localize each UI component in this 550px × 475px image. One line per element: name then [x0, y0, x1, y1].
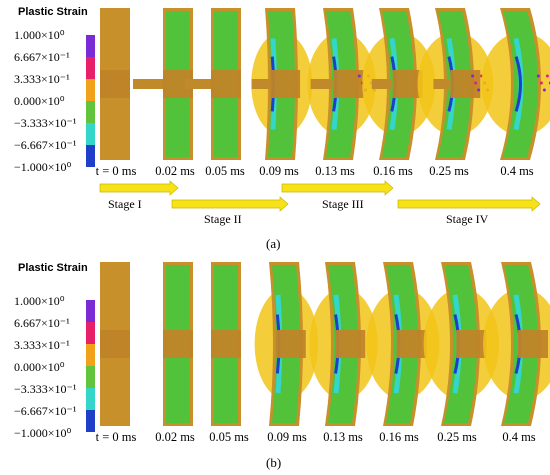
legend-label: −3.333×10⁻¹: [14, 116, 77, 130]
debris-fragment: [545, 74, 549, 78]
debris-fragment: [542, 88, 546, 92]
time-label: 0.16 ms: [373, 164, 413, 178]
panel-a-caption: (a): [266, 236, 281, 251]
legend-swatch-orange: [86, 79, 95, 101]
legend-label: −6.667×10⁻¹: [14, 138, 77, 152]
projectile: [133, 79, 163, 89]
bird-contact-zone: [100, 330, 130, 358]
time-label: 0.13 ms: [323, 430, 363, 444]
projectile: [310, 79, 333, 89]
legend-label: 0.000×10⁰: [14, 360, 65, 374]
time-label: t = 0 ms: [95, 164, 137, 178]
bird-contact-zone: [456, 330, 487, 358]
bird-contact-zone: [333, 70, 364, 98]
bird-contact-zone: [211, 330, 241, 358]
legend-label: 6.667×10⁻¹: [14, 50, 70, 64]
bird-contact-zone: [335, 330, 366, 358]
legend-label: −6.667×10⁻¹: [14, 404, 77, 418]
time-label: 0.05 ms: [209, 430, 249, 444]
projectile: [433, 79, 450, 89]
panel-b-title: Plastic Strain: [18, 262, 88, 274]
legend-label: 6.667×10⁻¹: [14, 316, 70, 330]
debris-fragment: [536, 74, 540, 78]
stage-arrow-2: [171, 196, 289, 212]
time-label: 0.16 ms: [379, 430, 419, 444]
legend-swatch-cyan: [86, 388, 95, 410]
legend-label: 0.000×10⁰: [14, 94, 65, 108]
stage-arrow-3: [281, 180, 394, 196]
bird-contact-zone: [211, 70, 241, 98]
legend-swatch-green: [86, 366, 95, 388]
legend-swatch-blue: [86, 145, 95, 167]
stage-arrow-4: [397, 196, 541, 212]
panel-b-caption: (b): [266, 455, 282, 470]
time-label: 0.25 ms: [437, 430, 477, 444]
debris-fragment: [357, 74, 361, 78]
legend-swatch-purple: [86, 300, 95, 322]
debris-fragment: [477, 88, 481, 92]
legend-swatch-red: [86, 322, 95, 344]
time-label: 0.25 ms: [429, 164, 469, 178]
time-label: 0.09 ms: [259, 164, 299, 178]
stage-label: Stage II: [204, 212, 242, 226]
panel-b-simulation-frames: [100, 262, 550, 426]
bird-contact-zone: [163, 330, 193, 358]
time-label: 0.09 ms: [267, 430, 307, 444]
time-label: t = 0 ms: [95, 430, 137, 444]
bird-contact-zone: [270, 70, 301, 98]
legend-label: −1.000×10⁰: [14, 426, 72, 440]
legend-swatch-green: [86, 101, 95, 123]
stage-label: Stage I: [108, 197, 142, 211]
time-label: 0.05 ms: [205, 164, 245, 178]
stage-label: Stage IV: [446, 212, 489, 226]
legend-swatch-orange: [86, 344, 95, 366]
panel-a-simulation-frames: [100, 8, 550, 160]
bird-contact-zone: [275, 330, 306, 358]
time-label: 0.4 ms: [500, 164, 534, 178]
legend-swatch-blue: [86, 410, 95, 432]
legend-label: −1.000×10⁰: [14, 160, 72, 174]
legend-label: 3.333×10⁻¹: [14, 338, 70, 352]
debris-fragment: [539, 81, 543, 85]
bird-contact-zone: [518, 330, 548, 358]
stage-arrow-1: [99, 180, 179, 196]
blue-band: [514, 56, 522, 112]
bird-contact-zone: [396, 330, 427, 358]
projectile: [371, 79, 392, 89]
legend-label: 3.333×10⁻¹: [14, 72, 70, 86]
legend-swatch-red: [86, 57, 95, 79]
projectile: [185, 79, 211, 89]
projectile: [251, 79, 270, 89]
legend-swatch-purple: [86, 35, 95, 57]
legend-swatch-cyan: [86, 123, 95, 145]
stage-arrows: [99, 180, 541, 212]
time-label: 0.13 ms: [315, 164, 355, 178]
legend-label: 1.000×10⁰: [14, 294, 65, 308]
bird-contact-zone: [100, 70, 130, 98]
stage-label: Stage III: [322, 197, 364, 211]
legend-label: 1.000×10⁰: [14, 28, 65, 42]
time-label: 0.02 ms: [155, 430, 195, 444]
time-label: 0.02 ms: [155, 164, 195, 178]
debris-fragment: [471, 74, 475, 78]
legend-label: −3.333×10⁻¹: [14, 382, 77, 396]
panel-a-title: Plastic Strain: [18, 6, 88, 18]
debris-fragment: [474, 81, 478, 85]
time-label: 0.4 ms: [502, 430, 536, 444]
